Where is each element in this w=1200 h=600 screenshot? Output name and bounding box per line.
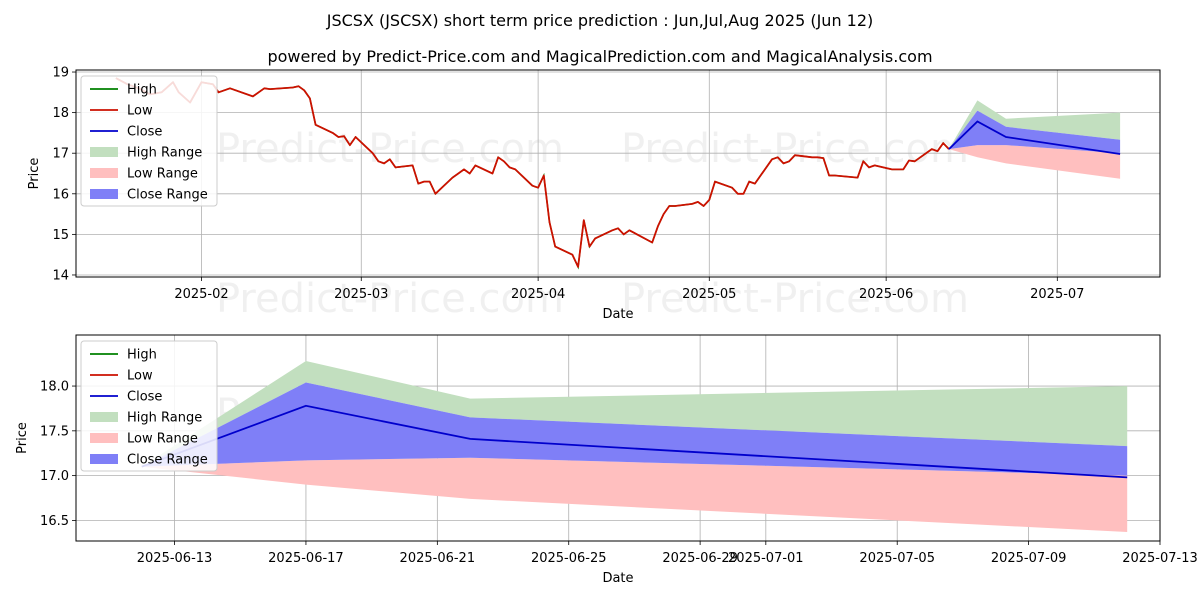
- x-tick-label: 2025-07-09: [991, 551, 1067, 566]
- x-tick-label: 2025-06-29: [662, 551, 738, 566]
- legend: High Low Close High Range Low Range Close Ran…: [80, 340, 218, 472]
- x-axis-label: Date: [602, 307, 633, 322]
- legend-high-label: High: [127, 83, 157, 98]
- low-range-band: [948, 145, 1121, 179]
- low-range-band: [141, 457, 1128, 532]
- legend-close-label: Close: [127, 125, 162, 140]
- y-tick-label: 18: [52, 106, 69, 121]
- close-range-band: [948, 110, 1121, 154]
- high-line: [115, 77, 950, 270]
- watermark-text: Predict-Price.com: [621, 276, 969, 322]
- plot-frame: [75, 69, 1161, 278]
- x-tick-label: 2025-07-01: [728, 551, 804, 566]
- x-tick-label: 2025-06: [859, 287, 913, 302]
- watermark-text: Predict-Price.com: [216, 276, 564, 322]
- legend-high-range-swatch: [90, 412, 118, 422]
- y-axis-label: Price: [27, 158, 42, 190]
- close-range-band: [141, 382, 1128, 476]
- x-tick-label: 2025-06-21: [400, 551, 476, 566]
- legend-high-label: High: [127, 348, 157, 363]
- x-tick-label: 2025-05: [682, 287, 736, 302]
- y-axis-label: Price: [15, 422, 30, 454]
- close-line: [948, 120, 1121, 155]
- x-tick-label: 2025-07-05: [859, 551, 935, 566]
- overview-chart: Predict-Price.com Predict-Price.com Predic…: [27, 66, 1161, 322]
- chart-subtitle: powered by Predict-Price.com and Magical…: [267, 47, 932, 66]
- legend-low-range-label: Low Range: [127, 167, 198, 182]
- y-tick-label: 16: [52, 187, 69, 202]
- x-tick-label: 2025-04: [511, 287, 565, 302]
- y-tick-label: 16.5: [40, 514, 69, 529]
- legend-low-range-label: Low Range: [127, 432, 198, 447]
- legend-close-range-label: Close Range: [127, 188, 208, 203]
- legend: High Low Close High Range Low Range Close Ran…: [80, 75, 218, 207]
- y-tick-label: 17.0: [40, 469, 69, 484]
- x-tick-label: 2025-06-13: [137, 551, 213, 566]
- x-tick-label: 2025-02: [174, 287, 228, 302]
- x-tick-label: 2025-07: [1030, 287, 1084, 302]
- legend-high-range-label: High Range: [127, 411, 202, 426]
- watermark-group: Predict-Price.com Predict-Price.com Predic…: [216, 126, 969, 322]
- legend-low-range-swatch: [90, 168, 118, 178]
- y-tick-label: 14: [52, 268, 69, 283]
- legend-low-label: Low: [127, 104, 153, 119]
- legend-high-range-label: High Range: [127, 146, 202, 161]
- legend-close-range-swatch: [90, 454, 118, 464]
- plot-frame: [75, 334, 1161, 542]
- y-tick-label: 18.0: [40, 380, 69, 395]
- legend-low-range-swatch: [90, 433, 118, 443]
- legend-close-range-swatch: [90, 189, 118, 199]
- low-line: [115, 77, 950, 268]
- watermark-text: Predict-Price.com: [216, 126, 564, 172]
- legend-low-label: Low: [127, 369, 153, 384]
- forecast-detail-chart: Predict-Price.comPredict-Price.com2025-0…: [15, 334, 1198, 586]
- y-tick-label: 17.5: [40, 424, 69, 439]
- x-axis-label: Date: [602, 571, 633, 586]
- high-range-band: [948, 100, 1121, 150]
- y-tick-label: 15: [52, 228, 69, 243]
- high-range-band: [141, 361, 1128, 467]
- close-line: [141, 404, 1128, 479]
- chart-title: JSCSX (JSCSX) short term price predictio…: [326, 11, 874, 30]
- y-tick-label: 19: [52, 66, 69, 81]
- legend-close-label: Close: [127, 390, 162, 405]
- y-tick-label: 17: [52, 147, 69, 162]
- x-tick-label: 2025-06-17: [268, 551, 344, 566]
- watermark-text: Predict-Price.com: [621, 126, 969, 172]
- legend-close-range-label: Close Range: [127, 453, 208, 468]
- legend-high-range-swatch: [90, 147, 118, 157]
- x-tick-label: 2025-03: [334, 287, 388, 302]
- x-tick-label: 2025-06-25: [531, 551, 607, 566]
- x-tick-label: 2025-07-13: [1122, 551, 1198, 566]
